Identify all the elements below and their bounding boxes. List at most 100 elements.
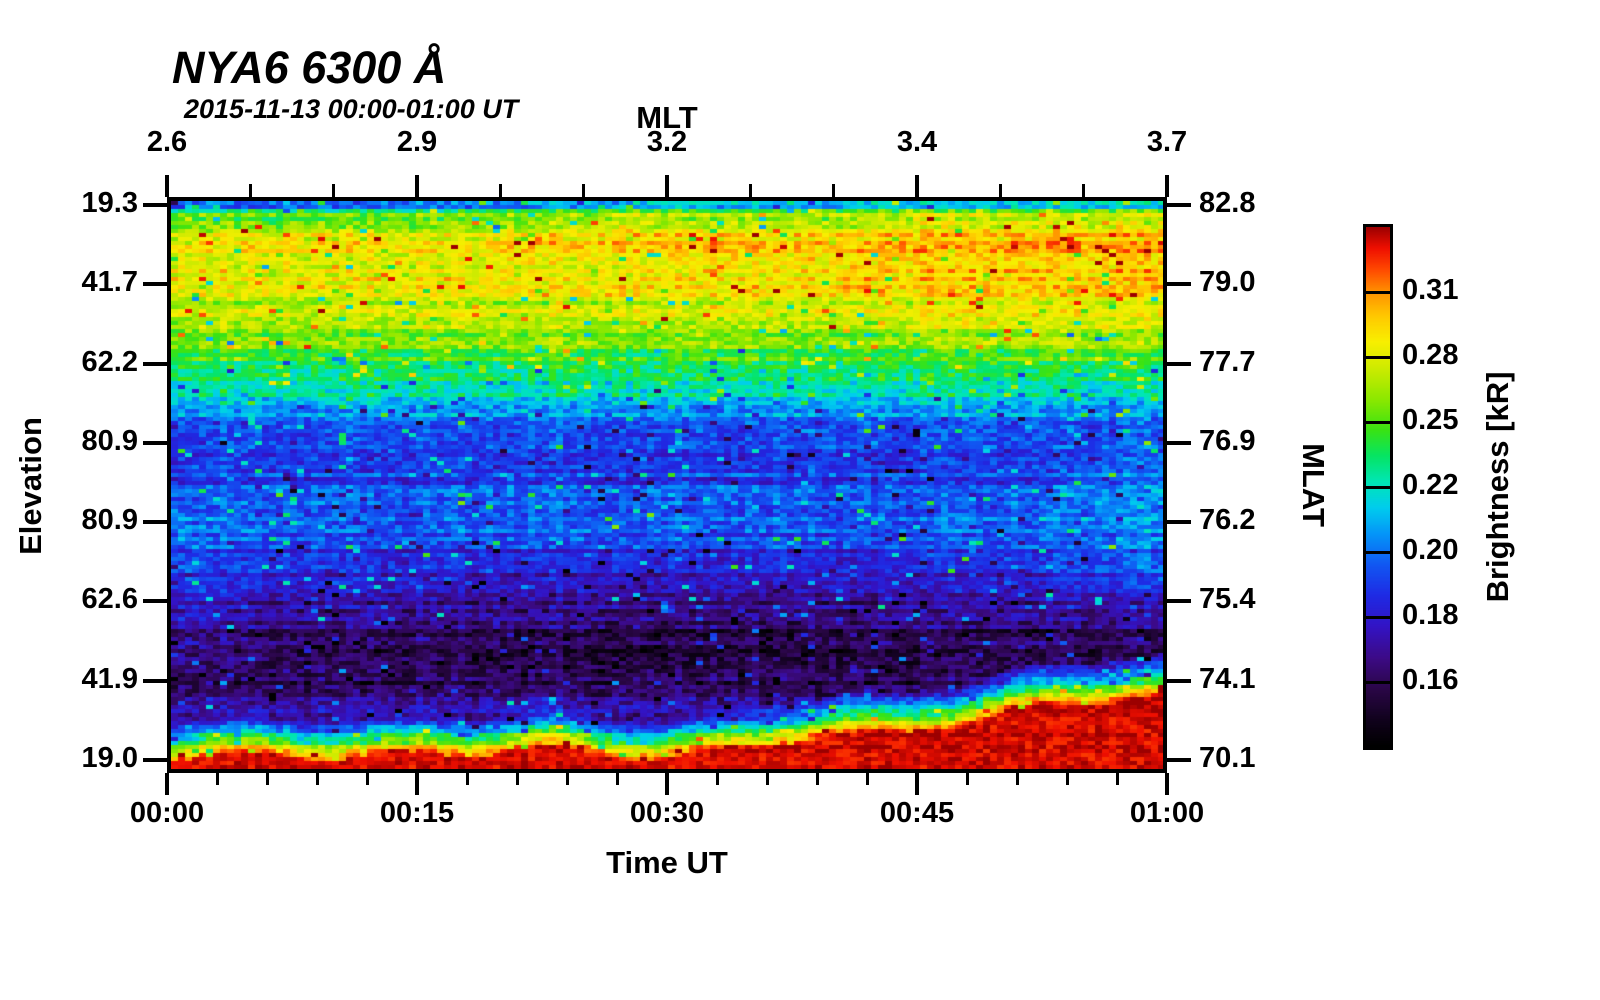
left-axis-tick-label: 62.2 xyxy=(81,345,138,378)
bottom-axis-major-tick xyxy=(415,773,419,795)
top-axis-minor-tick xyxy=(332,184,336,197)
bottom-axis-minor-tick xyxy=(565,773,569,785)
bottom-axis-minor-tick xyxy=(265,773,269,785)
bottom-axis-major-tick xyxy=(665,773,669,795)
top-axis-tick-label: 2.6 xyxy=(146,126,188,158)
colorbar-tick-label: 0.31 xyxy=(1402,274,1459,306)
right-axis-tick-label: 77.7 xyxy=(1199,345,1256,378)
bottom-axis-minor-tick xyxy=(715,773,719,785)
top-axis-minor-tick xyxy=(748,184,752,197)
top-axis-minor-tick xyxy=(498,184,502,197)
left-axis-tick-label: 62.6 xyxy=(81,583,138,616)
left-axis-tick xyxy=(143,440,167,445)
right-axis-tick-label: 70.1 xyxy=(1199,742,1256,774)
left-axis-tick-label: 19.0 xyxy=(81,742,138,774)
left-axis-tick xyxy=(143,282,167,287)
bottom-axis-title: Time UT xyxy=(606,845,728,880)
left-axis-title: Elevation xyxy=(13,417,48,555)
figure-subtitle: 2015-11-13 00:00-01:00 UT xyxy=(184,94,519,124)
top-axis-minor-tick xyxy=(1082,184,1086,197)
left-axis-tick xyxy=(143,520,167,525)
right-axis-tick-label: 74.1 xyxy=(1199,662,1256,695)
right-axis-tick-label: 79.0 xyxy=(1199,266,1256,299)
right-axis-tick-label: 76.9 xyxy=(1199,424,1256,457)
bottom-axis-tick-label: 01:00 xyxy=(1129,797,1205,829)
bottom-axis-minor-tick xyxy=(315,773,319,785)
top-axis-major-tick xyxy=(165,175,169,197)
left-axis-tick xyxy=(143,758,167,762)
bottom-axis-minor-tick xyxy=(1115,773,1119,785)
top-axis-minor-tick xyxy=(582,184,586,197)
right-axis-tick-label: 76.2 xyxy=(1199,504,1256,537)
top-axis-major-tick xyxy=(415,175,419,197)
right-axis-tick xyxy=(1167,599,1191,604)
bottom-axis-minor-tick xyxy=(615,773,619,785)
left-axis-tick xyxy=(143,361,167,366)
bottom-axis-major-tick xyxy=(915,773,919,795)
colorbar-divider xyxy=(1366,290,1390,294)
right-axis-tick-label: 82.8 xyxy=(1199,187,1256,219)
left-axis-tick-label: 41.9 xyxy=(81,662,138,695)
top-axis-tick-label: 3.2 xyxy=(646,126,688,158)
bottom-axis-major-tick xyxy=(1165,773,1169,795)
bottom-axis-major-tick xyxy=(165,773,169,795)
bottom-axis-minor-tick xyxy=(215,773,219,785)
left-axis-tick-label: 80.9 xyxy=(81,424,138,457)
colorbar-divider xyxy=(1366,355,1390,359)
colorbar-tick-label: 0.16 xyxy=(1402,664,1459,696)
bottom-axis-tick-label: 00:15 xyxy=(379,797,455,829)
colorbar-tick-label: 0.20 xyxy=(1402,534,1459,566)
top-axis-title: MLT xyxy=(636,100,698,135)
left-axis-tick xyxy=(143,599,167,604)
colorbar-tick-label: 0.28 xyxy=(1402,339,1459,371)
keogram-heatmap xyxy=(171,201,1163,769)
bottom-axis-tick-label: 00:00 xyxy=(129,797,205,829)
right-axis-tick xyxy=(1167,203,1191,207)
bottom-axis-minor-tick xyxy=(965,773,969,785)
bottom-axis-minor-tick xyxy=(515,773,519,785)
colorbar-tick-label: 0.18 xyxy=(1402,599,1459,631)
left-axis-tick xyxy=(143,203,167,207)
top-axis-major-tick xyxy=(915,175,919,197)
colorbar-divider xyxy=(1366,550,1390,554)
right-axis-tick xyxy=(1167,520,1191,525)
bottom-axis-minor-tick xyxy=(865,773,869,785)
colorbar-tick-label: 0.25 xyxy=(1402,404,1459,436)
colorbar-divider xyxy=(1366,420,1390,424)
top-axis-minor-tick xyxy=(832,184,836,197)
top-axis-tick-label: 2.9 xyxy=(396,126,438,158)
left-axis-tick-label: 80.9 xyxy=(81,504,138,537)
top-axis-major-tick xyxy=(1165,175,1169,197)
colorbar-frame xyxy=(1363,224,1393,750)
right-axis-tick xyxy=(1167,758,1191,762)
right-axis-tick-label: 75.4 xyxy=(1199,583,1256,616)
colorbar-divider xyxy=(1366,615,1390,619)
right-axis-tick xyxy=(1167,282,1191,287)
bottom-axis-tick-label: 00:30 xyxy=(629,797,705,829)
left-axis-tick-label: 41.7 xyxy=(81,266,138,299)
colorbar-tick-label: 0.22 xyxy=(1402,469,1459,501)
right-axis-tick xyxy=(1167,361,1191,366)
bottom-axis-tick-label: 00:45 xyxy=(879,797,955,829)
right-axis-tick xyxy=(1167,440,1191,445)
top-axis-major-tick xyxy=(665,175,669,197)
bottom-axis-minor-tick xyxy=(765,773,769,785)
right-axis-title: MLAT xyxy=(1296,443,1331,527)
top-axis-minor-tick xyxy=(998,184,1002,197)
top-axis-tick-label: 3.7 xyxy=(1146,126,1188,158)
left-axis-tick-label: 19.3 xyxy=(81,187,138,219)
bottom-axis-minor-tick xyxy=(465,773,469,785)
colorbar-divider xyxy=(1366,680,1390,684)
figure-title: NYA6 6300 Å xyxy=(172,42,447,93)
bottom-axis-minor-tick xyxy=(1015,773,1019,785)
plot-frame xyxy=(167,197,1167,773)
right-axis-tick xyxy=(1167,678,1191,683)
top-axis-tick-label: 3.4 xyxy=(896,126,938,158)
top-axis-minor-tick xyxy=(248,184,252,197)
left-axis-tick xyxy=(143,678,167,683)
bottom-axis-minor-tick xyxy=(815,773,819,785)
bottom-axis-minor-tick xyxy=(1065,773,1069,785)
colorbar-divider xyxy=(1366,485,1390,489)
bottom-axis-minor-tick xyxy=(365,773,369,785)
